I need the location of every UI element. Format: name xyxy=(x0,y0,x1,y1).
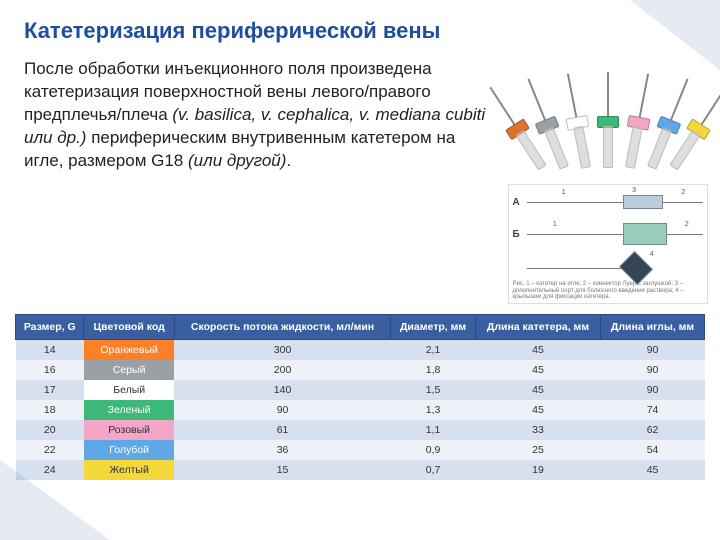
table-row: 16Серый2001,84590 xyxy=(16,360,705,380)
table-header-cell: Размер, G xyxy=(16,315,84,340)
table-cell: 200 xyxy=(174,360,390,380)
diagram-caption: Рис. 1 – катетер на игле; 2 – коннектор … xyxy=(513,281,703,301)
table-cell: 62 xyxy=(601,420,705,440)
table-cell: 0,9 xyxy=(391,440,476,460)
table-cell: 1,3 xyxy=(391,400,476,420)
content-row: После обработки инъекционного поля произ… xyxy=(0,44,720,304)
table-cell: 18 xyxy=(16,400,84,420)
table-cell: 33 xyxy=(475,420,600,440)
table-cell: Розовый xyxy=(84,420,174,440)
diagram-label-a: А xyxy=(513,197,523,208)
table-cell: 74 xyxy=(601,400,705,420)
table-header-cell: Длина катетера, мм xyxy=(475,315,600,340)
diagram-label-b: Б xyxy=(513,229,523,240)
table-cell: 22 xyxy=(16,440,84,460)
table-header-cell: Длина иглы, мм xyxy=(601,315,705,340)
table-row: 18Зеленый901,34574 xyxy=(16,400,705,420)
diagram-body-b: 1 2 xyxy=(527,221,703,247)
table-cell: 140 xyxy=(174,380,390,400)
table-cell: 17 xyxy=(16,380,84,400)
table-cell: 20 xyxy=(16,420,84,440)
table-header-cell: Скорость потока жидкости, мл/мин xyxy=(174,315,390,340)
table-cell: 2,1 xyxy=(391,340,476,361)
table-cell: 19 xyxy=(475,460,600,480)
table-cell: 1,8 xyxy=(391,360,476,380)
diagram-body-c: 4 xyxy=(527,253,703,283)
table-cell: Зеленый xyxy=(84,400,174,420)
table-row: 24Желтый150,71945 xyxy=(16,460,705,480)
table-cell: 0,7 xyxy=(391,460,476,480)
table-cell: 61 xyxy=(174,420,390,440)
table-cell: Голубой xyxy=(84,440,174,460)
table-cell: 54 xyxy=(601,440,705,460)
slide-accent-bottom-left xyxy=(0,460,110,540)
illustration-column: А 1 3 2 Б 1 2 xyxy=(505,58,710,304)
table-cell: 15 xyxy=(174,460,390,480)
diagram-body-a: 1 3 2 xyxy=(527,189,703,215)
page-title: Катетеризация периферической вены xyxy=(0,0,720,44)
table-cell: 90 xyxy=(601,340,705,361)
table-cell: 25 xyxy=(475,440,600,460)
table-cell: 16 xyxy=(16,360,84,380)
para-part3: . xyxy=(286,151,291,170)
catheter-size-table: Размер, GЦветовой кодСкорость потока жид… xyxy=(15,314,705,480)
table-cell: 45 xyxy=(475,380,600,400)
catheter-icon xyxy=(598,72,618,172)
table-cell: 36 xyxy=(174,440,390,460)
table-row: 20Розовый611,13362 xyxy=(16,420,705,440)
body-paragraph: После обработки инъекционного поля произ… xyxy=(24,58,495,304)
table-cell: 1,1 xyxy=(391,420,476,440)
table-cell: 14 xyxy=(16,340,84,361)
table-cell: 45 xyxy=(601,460,705,480)
catheter-fan-image xyxy=(508,58,708,178)
table-cell: 90 xyxy=(601,380,705,400)
para-italic2: (или другой) xyxy=(188,151,286,170)
table-cell: 90 xyxy=(601,360,705,380)
table-row: 17Белый1401,54590 xyxy=(16,380,705,400)
table-cell: Оранжевый xyxy=(84,340,174,361)
catheter-diagram: А 1 3 2 Б 1 2 xyxy=(508,184,708,304)
table-cell: 300 xyxy=(174,340,390,361)
table-cell: 90 xyxy=(174,400,390,420)
table-cell: Серый xyxy=(84,360,174,380)
table-cell: Белый xyxy=(84,380,174,400)
table-row: 14Оранжевый3002,14590 xyxy=(16,340,705,361)
table-header-cell: Диаметр, мм xyxy=(391,315,476,340)
table-row: 22Голубой360,92554 xyxy=(16,440,705,460)
table-cell: 1,5 xyxy=(391,380,476,400)
table-cell: 45 xyxy=(475,340,600,361)
table-cell: 45 xyxy=(475,400,600,420)
table-header-cell: Цветовой код xyxy=(84,315,174,340)
table-cell: 45 xyxy=(475,360,600,380)
